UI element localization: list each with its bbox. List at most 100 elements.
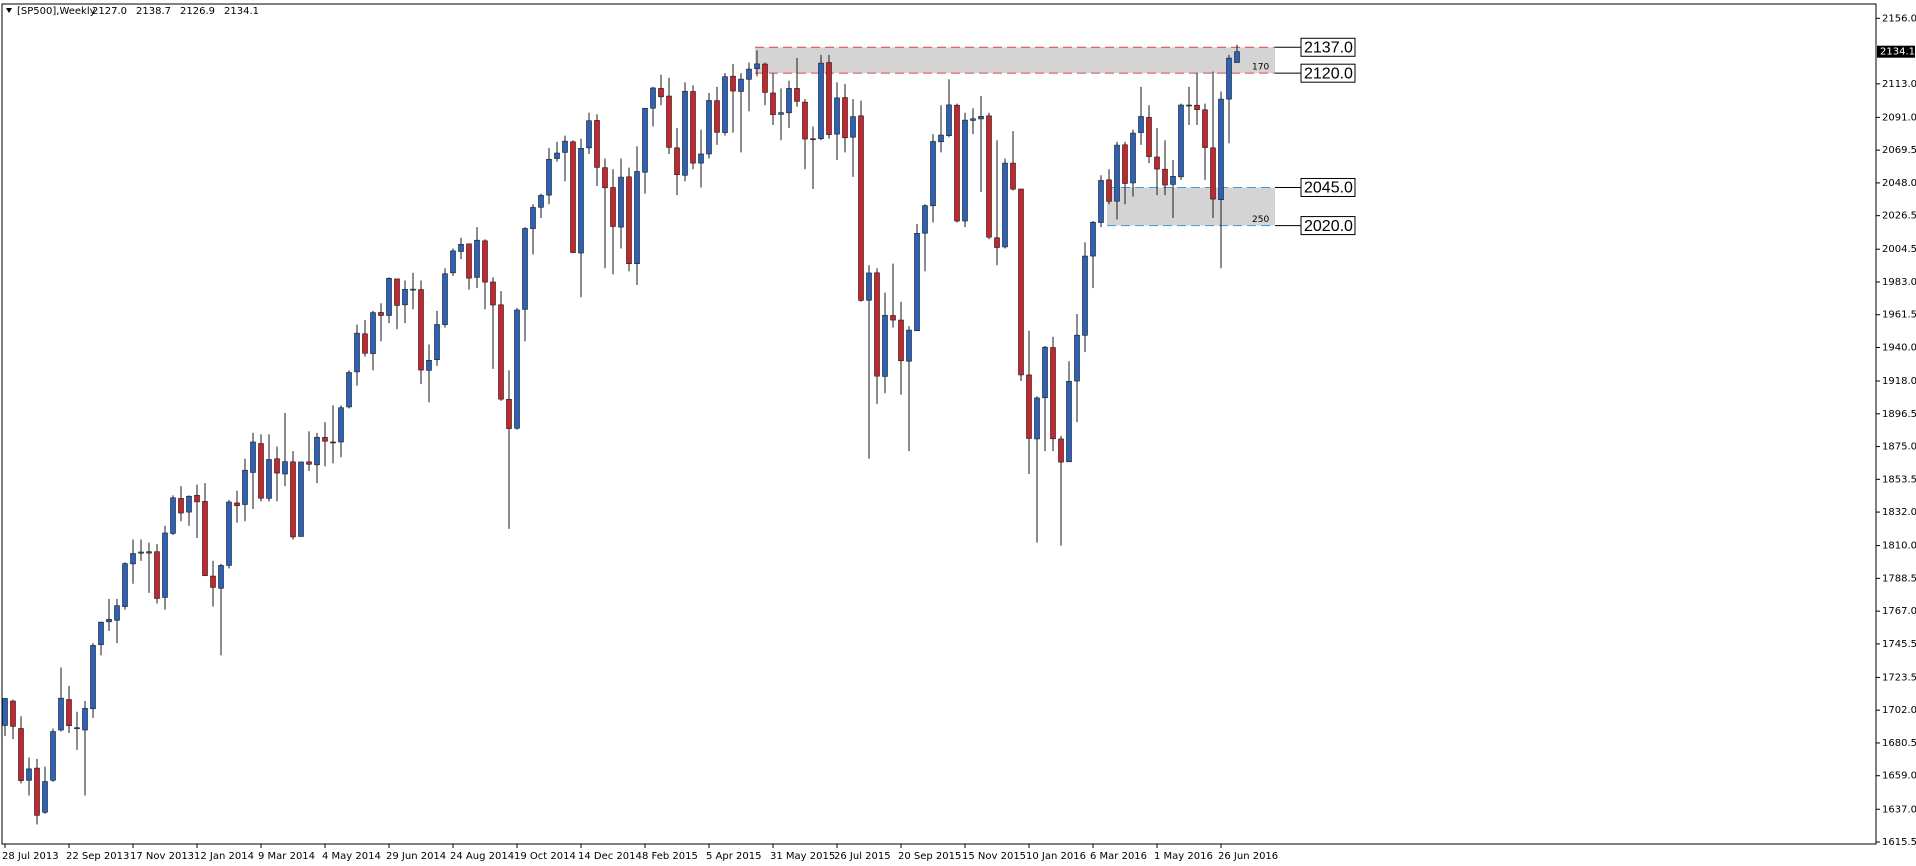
- candle-body: [1058, 438, 1064, 463]
- candle-body: [618, 176, 624, 228]
- candle-body: [362, 333, 368, 354]
- candle-body: [1130, 132, 1136, 184]
- y-tick-label: 1810.0: [1882, 541, 1916, 552]
- x-tick-label: 28 Jul 2013: [2, 851, 59, 862]
- candle-body: [138, 551, 144, 554]
- candle-body: [1202, 109, 1208, 148]
- candle-body: [858, 115, 864, 301]
- candle-body: [450, 250, 456, 274]
- candle-body: [562, 140, 568, 153]
- candle-body: [170, 497, 176, 534]
- candle-body: [106, 619, 112, 623]
- candle-body: [410, 288, 416, 291]
- candle-body: [914, 233, 920, 332]
- x-tick-label: 26 Jun 2016: [1218, 851, 1278, 862]
- candle-body: [82, 708, 88, 731]
- x-tick-label: 26 Jul 2015: [834, 851, 891, 862]
- candle-body: [658, 88, 664, 98]
- candle-body: [394, 278, 400, 306]
- candle-body: [258, 443, 264, 499]
- x-tick-label: 31 May 2015: [770, 851, 835, 862]
- candle-body: [634, 171, 640, 264]
- candle-body: [866, 272, 872, 301]
- candle-body: [90, 645, 96, 709]
- y-tick-label: 1723.5: [1882, 672, 1916, 683]
- zone-label: 2120.0: [1304, 65, 1353, 82]
- candle-body: [1162, 168, 1168, 186]
- candle-body: [642, 107, 648, 173]
- candle-body: [906, 329, 912, 362]
- candle-body: [466, 243, 472, 279]
- candle-body: [154, 551, 160, 599]
- candle-body: [458, 244, 464, 252]
- plot-frame: [1, 3, 1877, 845]
- candle-body: [1114, 144, 1120, 202]
- x-tick-label: 22 Sep 2013: [66, 851, 129, 862]
- candle-body: [946, 104, 952, 136]
- candle-body: [898, 319, 904, 362]
- candle-body: [986, 115, 992, 238]
- menu-arrow: [6, 8, 12, 13]
- candle-body: [1226, 57, 1232, 100]
- candle-body: [162, 532, 168, 598]
- y-tick-label: 1875.0: [1882, 442, 1916, 453]
- candle-body: [474, 239, 480, 278]
- y-tick-label: 1637.0: [1882, 804, 1916, 815]
- x-tick-label: 5 Apr 2015: [706, 851, 761, 862]
- candle-body: [794, 88, 800, 102]
- candle-body: [1098, 180, 1104, 223]
- candle-body: [338, 407, 344, 443]
- candle-body: [1066, 381, 1072, 463]
- x-tick-label: 17 Nov 2013: [130, 851, 194, 862]
- y-tick-label: 1659.0: [1882, 771, 1916, 782]
- candle-body: [610, 187, 616, 227]
- candle-body: [298, 461, 304, 537]
- candle-body: [1234, 51, 1240, 63]
- candle-body: [346, 372, 352, 408]
- candle-body: [242, 469, 248, 505]
- candle-body: [698, 153, 704, 164]
- candle-body: [578, 148, 584, 254]
- y-tick-label: 1983.0: [1882, 277, 1916, 288]
- candle-body: [514, 309, 520, 429]
- x-tick-label: 1 May 2016: [1154, 851, 1213, 862]
- candle-body: [50, 731, 56, 781]
- candle-body: [778, 112, 784, 115]
- candle-body: [674, 147, 680, 175]
- candle-body: [202, 501, 208, 576]
- candle-body: [226, 501, 232, 566]
- header-value: 2134.1: [224, 6, 259, 17]
- candle-body: [418, 289, 424, 371]
- candle-body: [2, 698, 8, 726]
- candle-body: [1050, 347, 1056, 440]
- candle-body: [626, 176, 632, 264]
- x-tick-label: 10 Jan 2016: [1026, 851, 1086, 862]
- candle-body: [690, 91, 696, 164]
- candle-body: [890, 315, 896, 321]
- y-tick-label: 2156.0: [1882, 13, 1916, 24]
- candle-body: [586, 120, 592, 149]
- y-tick-label: 1961.5: [1882, 310, 1916, 321]
- candle-body: [34, 767, 40, 816]
- candle-body: [130, 553, 136, 565]
- candle-body: [402, 288, 408, 306]
- candle-body: [874, 272, 880, 377]
- candle-body: [954, 104, 960, 222]
- candle-body: [666, 95, 672, 148]
- candle-body: [26, 768, 32, 781]
- candle-body: [1194, 104, 1200, 110]
- zone-size: 250: [1252, 215, 1269, 225]
- candle-body: [738, 78, 744, 92]
- candle-body: [970, 118, 976, 121]
- x-tick-label: 14 Dec 2014: [578, 851, 642, 862]
- candle-body: [58, 697, 64, 731]
- candle-body: [306, 461, 312, 465]
- candle-body: [522, 228, 528, 310]
- candle-body: [194, 495, 200, 503]
- candle-body: [1186, 104, 1192, 107]
- candle-body: [770, 92, 776, 115]
- x-tick-label: 4 May 2014: [322, 851, 381, 862]
- header-value: 2126.9: [180, 6, 215, 17]
- candle-body: [234, 502, 240, 506]
